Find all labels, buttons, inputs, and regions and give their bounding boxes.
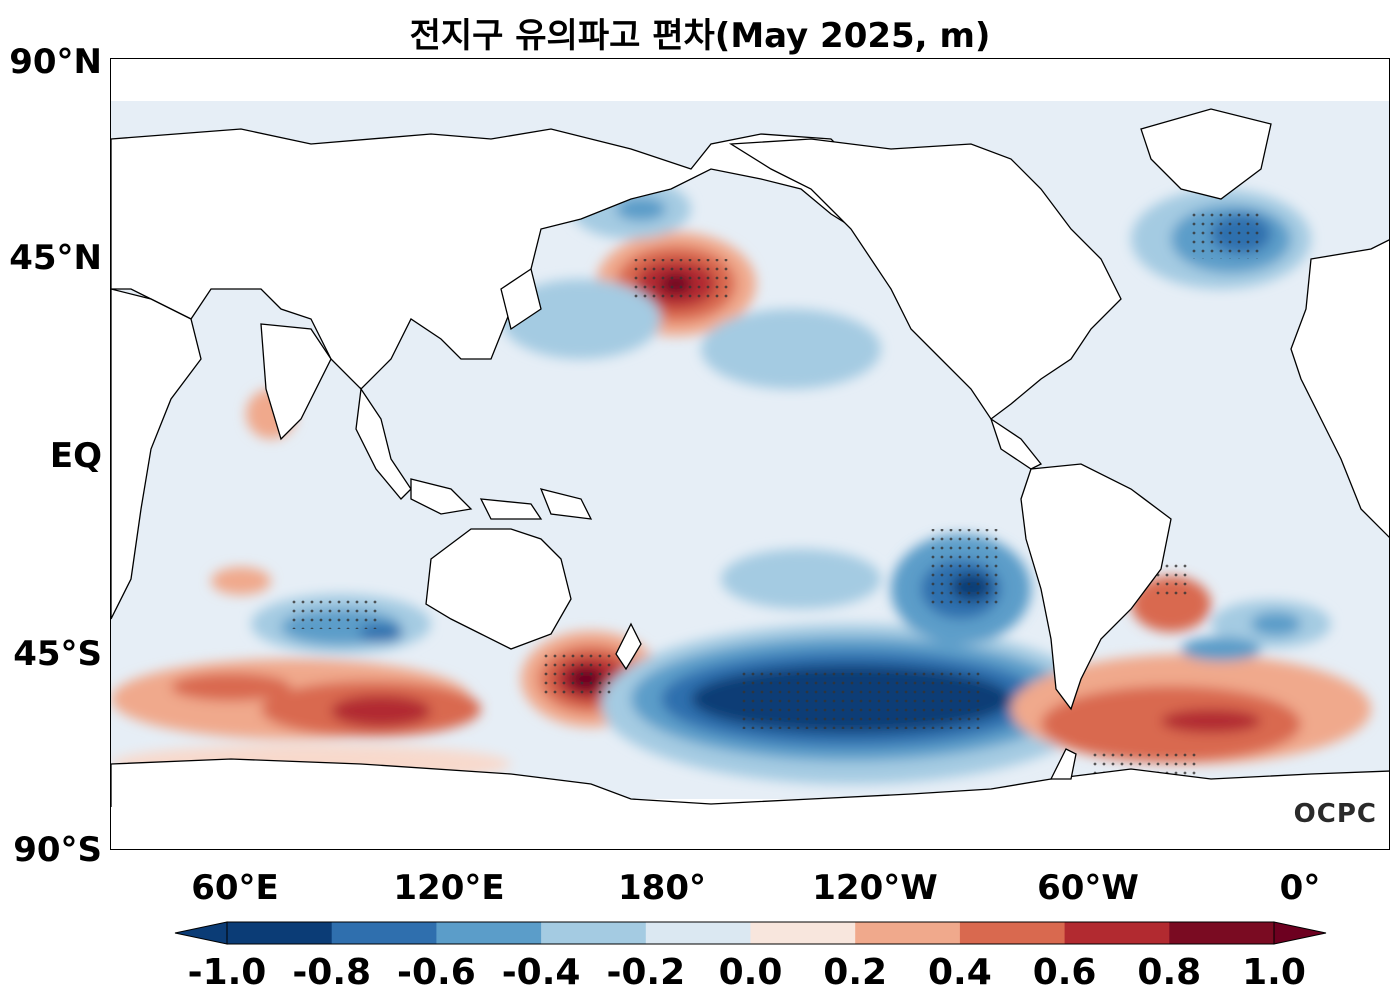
lon-label-120e: 120°E <box>393 868 505 908</box>
colorbar-segment <box>1064 922 1170 944</box>
lat-label-45s: 45°S <box>13 634 102 674</box>
lon-label-120w: 120°W <box>812 868 938 908</box>
colorbar-segment <box>645 922 751 944</box>
colorbar-tick-label: 1.0 <box>1242 952 1306 993</box>
colorbar-tick-label: 0.4 <box>928 952 992 993</box>
ocpc-logo: OCPC <box>1293 799 1377 829</box>
colorbar-extend-max <box>1273 921 1327 945</box>
colorbar-tick-label: -0.6 <box>397 952 476 993</box>
colorbar-segment <box>541 922 647 944</box>
colorbar-tick-label: -0.4 <box>501 952 581 993</box>
colorbar-segment <box>227 922 333 944</box>
lat-label-90s: 90°S <box>13 830 102 870</box>
colorbar-segment <box>855 922 961 944</box>
colorbar-tick-label: 0.0 <box>718 952 783 993</box>
colorbar-tick-label: -0.2 <box>606 952 686 993</box>
lon-label-60w: 60°W <box>1037 868 1139 908</box>
lat-label-90n: 90°N <box>9 42 102 82</box>
lon-label-0: 0° <box>1279 868 1321 908</box>
anomaly-map: OCPC <box>110 58 1390 850</box>
colorbar-frame <box>226 921 1275 945</box>
colorbar-tick-label: -1.0 <box>187 952 267 993</box>
lat-label-eq: EQ <box>49 436 102 476</box>
colorbar <box>174 921 1327 945</box>
colorbar-segment <box>331 922 437 944</box>
colorbar-tick-label: 0.2 <box>823 952 888 993</box>
colorbar-tick-label: 0.6 <box>1032 952 1097 993</box>
map-svg <box>111 59 1389 849</box>
significance-stippling <box>291 209 1261 789</box>
colorbar-segment <box>1169 922 1275 944</box>
colorbar-tick-label: -0.8 <box>292 952 372 993</box>
lat-label-45n: 45°N <box>9 238 102 278</box>
colorbar-extend-min <box>174 921 228 945</box>
colorbar-tick-label: 0.8 <box>1137 952 1202 993</box>
colorbar-segment <box>750 922 856 944</box>
chart-title: 전지구 유의파고 편차(May 2025, m) <box>409 16 991 56</box>
lon-label-60e: 60°E <box>191 868 279 908</box>
lon-label-180: 180° <box>618 868 706 908</box>
colorbar-segment <box>959 922 1066 944</box>
colorbar-segment <box>436 922 542 944</box>
